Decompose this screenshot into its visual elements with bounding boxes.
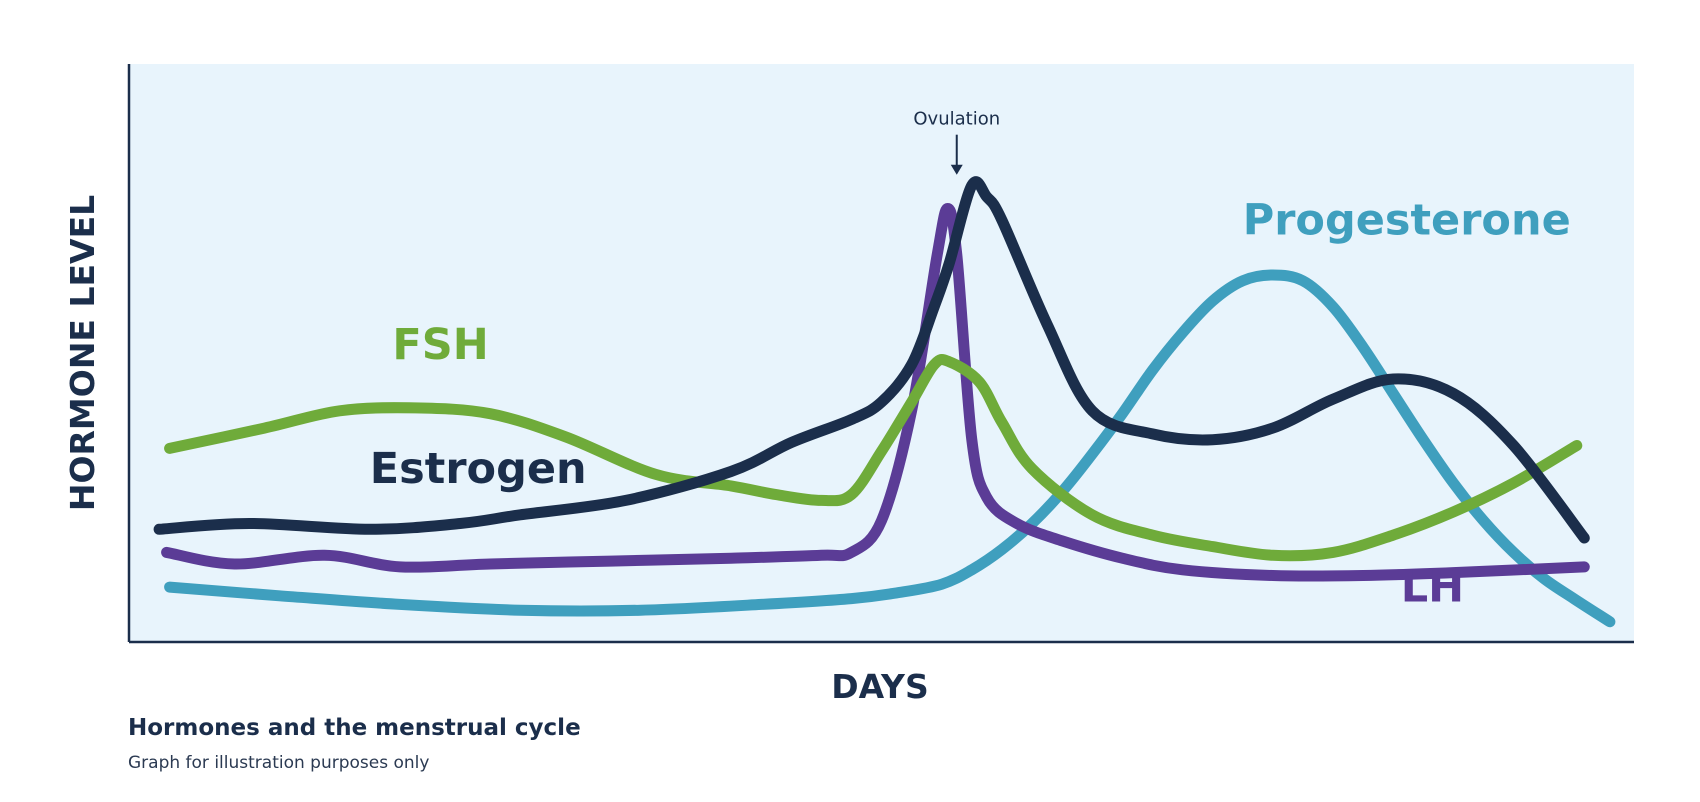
series-line-progesterone — [164, 269, 1616, 628]
annotation-layer: Ovulation — [913, 109, 1000, 175]
series-label-estrogen: Estrogen — [370, 444, 587, 494]
ovulation-annotation-label: Ovulation — [913, 109, 1000, 130]
chart-caption-subtitle: Graph for illustration purposes only — [128, 753, 430, 773]
series-label-lh: LH — [1401, 563, 1464, 613]
y-axis-title: HORMONE LEVEL — [63, 195, 102, 511]
x-axis-title: DAYS — [831, 667, 928, 706]
plot-background — [129, 64, 1634, 642]
series-layer: Progesterone LH FSH Estrogen — [153, 176, 1616, 628]
series-line-fsh — [164, 354, 1583, 562]
series-line-estrogen — [153, 176, 1590, 544]
series-label-fsh: FSH — [392, 320, 488, 370]
ovulation-arrow-icon — [950, 164, 963, 175]
series-line-lh — [161, 203, 1590, 582]
chart-caption-title: Hormones and the menstrual cycle — [128, 715, 581, 741]
series-label-progesterone: Progesterone — [1243, 196, 1571, 246]
